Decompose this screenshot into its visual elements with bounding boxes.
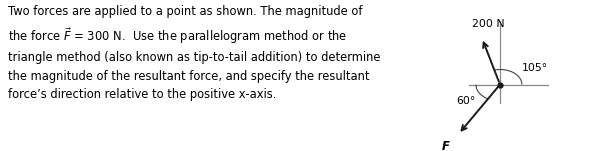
- Text: 200 N: 200 N: [472, 19, 505, 29]
- Text: Two forces are applied to a point as shown. The magnitude of
the force $\vec{F}$: Two forces are applied to a point as sho…: [8, 5, 380, 101]
- Text: 60°: 60°: [456, 96, 475, 106]
- Text: 105°: 105°: [522, 63, 548, 73]
- Text: F: F: [441, 140, 449, 151]
